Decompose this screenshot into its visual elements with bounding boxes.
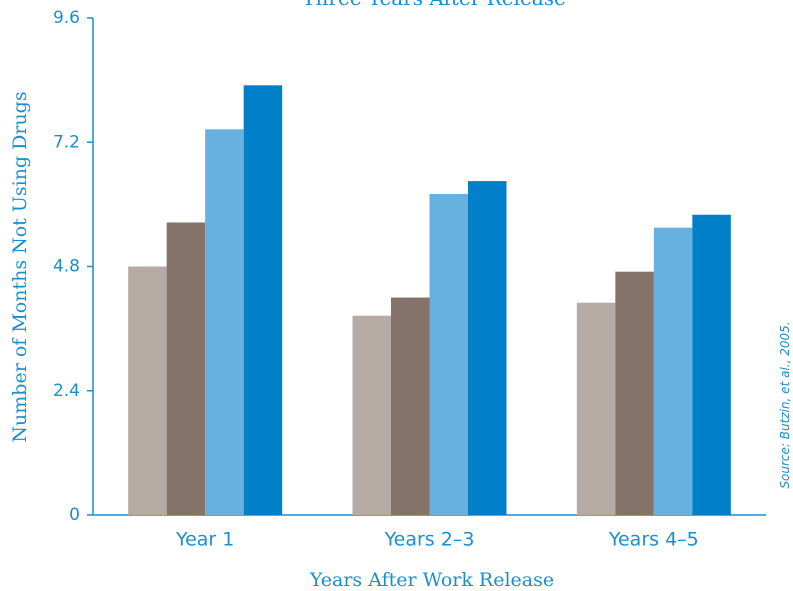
y-tick-label: 0	[69, 505, 80, 525]
y-tick-label: 4.8	[53, 257, 80, 277]
x-axis-title: Years After Work Release	[309, 569, 554, 591]
bar-2	[615, 271, 654, 515]
bar-2	[166, 222, 206, 515]
x-tick-label: Year 1	[175, 529, 234, 551]
bar-2	[391, 297, 430, 515]
bar-4	[692, 214, 731, 515]
source-note-group: Source: Butzin, et al., 2005.	[778, 321, 792, 488]
bar-3	[429, 194, 468, 516]
plot-area: 0 2.4 4.8 7.2 9.6 Year 1 Years 2–3 Years 4–5	[53, 8, 766, 551]
y-axis-title-group: Number of Months Not Using Drugs	[9, 91, 31, 442]
source-note: Source: Butzin, et al., 2005.	[778, 321, 792, 488]
y-tick-label: 2.4	[53, 381, 80, 401]
bar-4	[243, 85, 283, 515]
bar-4	[468, 181, 507, 515]
y-tick-label: 9.6	[53, 8, 80, 28]
x-tick-label: Years 2–3	[384, 529, 475, 551]
x-tick-label: Years 4–5	[608, 529, 699, 551]
bar-1	[352, 315, 391, 515]
bar-1	[128, 266, 167, 515]
chart-title: Three Years After Release	[302, 0, 566, 10]
y-tick-label: 7.2	[53, 132, 80, 152]
bar-3	[653, 227, 693, 515]
bar-1	[576, 302, 616, 515]
y-axis-title: Number of Months Not Using Drugs	[9, 91, 31, 442]
bar-3	[205, 129, 244, 515]
